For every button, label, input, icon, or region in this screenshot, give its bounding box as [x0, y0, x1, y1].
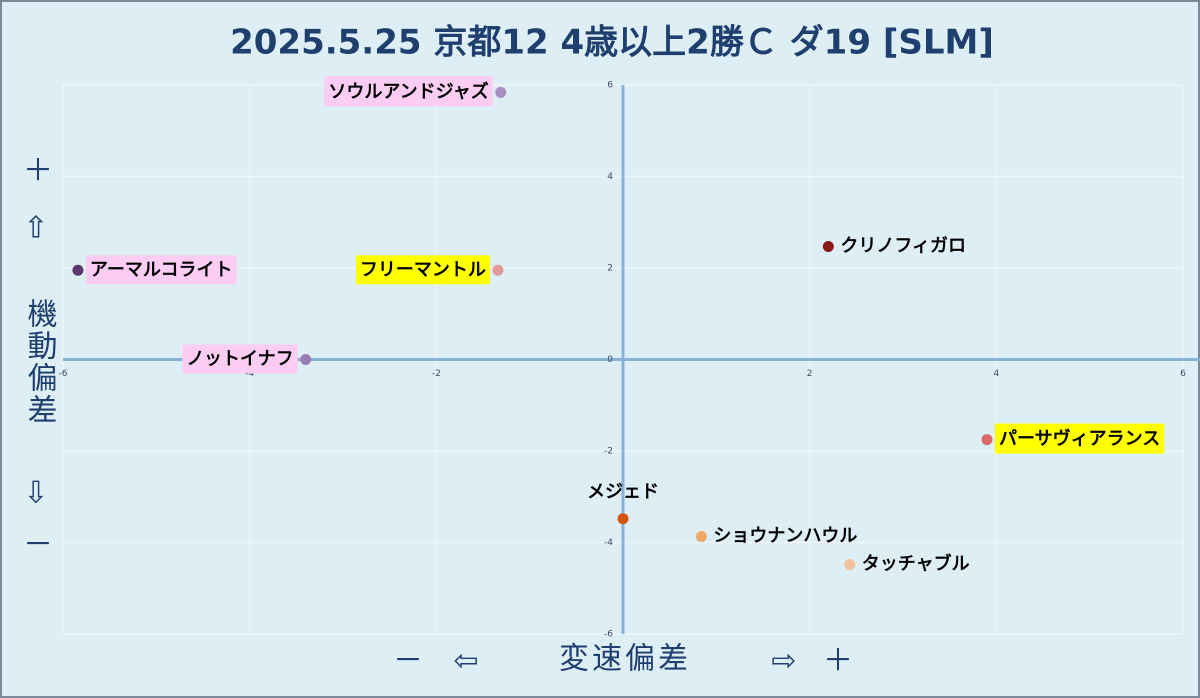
label-background — [324, 76, 493, 107]
point-label-group: メジェド — [587, 482, 659, 503]
y-tick-label: -6 — [604, 630, 613, 640]
label-background — [85, 255, 237, 285]
point — [822, 240, 834, 252]
point-label: ソウルアンドジャズ — [328, 80, 488, 102]
y-tick-label: 6 — [607, 81, 613, 91]
point — [495, 86, 507, 98]
y-label-minus: － — [23, 528, 53, 563]
x-label-plus: ＋ — [823, 644, 853, 679]
point-label-group: フリーマントル — [355, 255, 490, 285]
point-label: パーサヴィアランス — [999, 428, 1160, 450]
point — [617, 513, 629, 525]
label-background — [182, 344, 298, 374]
point — [844, 558, 856, 570]
point — [492, 264, 504, 276]
label-background — [995, 423, 1165, 454]
x-tick-label: 6 — [1180, 369, 1186, 379]
point — [695, 531, 707, 543]
point — [72, 264, 84, 276]
point-label-group: ソウルアンドジャズ — [324, 76, 493, 107]
point-label: クリノフィガロ — [840, 235, 966, 256]
point-label: ショウナンハウル — [713, 526, 857, 547]
point-label-group: クリノフィガロ — [840, 235, 966, 256]
y-tick-label: 0 — [607, 355, 613, 365]
x-label-arrow: ⇨ — [771, 644, 796, 679]
x-label-arrow: ⇦ — [453, 644, 478, 679]
point-label-group: パーサヴィアランス — [995, 423, 1165, 454]
point-label: フリーマントル — [360, 259, 486, 280]
x-axis-title: 変速偏差 — [559, 642, 691, 677]
y-tick-label: -2 — [604, 447, 613, 457]
x-tick-label: -2 — [432, 369, 441, 379]
x-tick-label: -6 — [59, 369, 68, 379]
point-label-group: タッチャブル — [862, 552, 970, 574]
y-tick-label: 4 — [607, 172, 613, 182]
y-axis-title: 機動偏差 — [22, 298, 58, 426]
x-tick-label: 2 — [807, 369, 813, 379]
point-label: タッチャブル — [862, 552, 970, 574]
chart-title: 2025.5.25 京都12 4歳以上2勝Ｃ ダ19 [SLM] — [230, 23, 994, 63]
x-label-minus: － — [393, 644, 423, 679]
y-label-arrow: ⇩ — [23, 476, 48, 511]
point — [300, 354, 312, 365]
point-label-group: ショウナンハウル — [713, 526, 857, 547]
x-tick-label: -4 — [245, 369, 254, 379]
point — [981, 434, 993, 446]
point-label: メジェド — [587, 482, 659, 503]
point-label-group: アーマルコライト — [85, 255, 237, 285]
point-label: アーマルコライト — [90, 259, 233, 280]
x-tick-label: 4 — [993, 369, 999, 379]
point-label-group: ノットイナフ — [182, 344, 298, 374]
y-label-plus: ＋ — [23, 154, 53, 189]
label-background — [355, 255, 490, 285]
point-label: ノットイナフ — [186, 349, 293, 370]
y-tick-label: 2 — [607, 264, 613, 274]
y-tick-label: -4 — [604, 538, 613, 548]
y-label-arrow: ⇧ — [23, 211, 48, 246]
